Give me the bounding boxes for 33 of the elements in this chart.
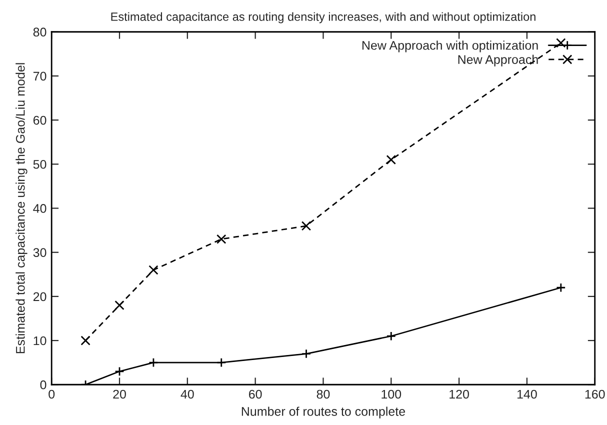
point bbox=[301, 221, 312, 231]
point bbox=[556, 282, 566, 292]
point bbox=[114, 366, 124, 376]
y-tick-label: 60 bbox=[33, 116, 46, 125]
y-tick-label: 50 bbox=[33, 160, 46, 169]
x-tick-label: 40 bbox=[180, 390, 194, 399]
y-tick-label: 40 bbox=[33, 204, 46, 213]
x-tick-label: 140 bbox=[517, 390, 537, 399]
x-tick-label: 100 bbox=[382, 390, 402, 399]
y-tick-label: 0 bbox=[40, 380, 46, 390]
x-tick-label: 20 bbox=[113, 390, 126, 399]
x-tick-label: 60 bbox=[249, 390, 262, 399]
point bbox=[148, 265, 158, 275]
point bbox=[148, 358, 158, 368]
x-tick-label: 0 bbox=[48, 390, 55, 399]
point bbox=[80, 336, 90, 346]
x-tick-label: 120 bbox=[450, 390, 469, 399]
y-tick-label: 70 bbox=[33, 72, 46, 81]
chart-title: Estimated capacitance as routing density increases, with and without optimization bbox=[111, 12, 536, 24]
y-tick-label: 30 bbox=[33, 248, 46, 257]
y-axis-title: Estimated total capacitance using the Gao/Liu model bbox=[16, 63, 28, 354]
point bbox=[216, 234, 226, 244]
x-tick-label: 160 bbox=[585, 390, 605, 399]
point bbox=[386, 331, 396, 341]
legend-label: New Approach bbox=[458, 54, 538, 66]
point bbox=[386, 154, 396, 165]
y-tick-label: 80 bbox=[33, 28, 46, 37]
point bbox=[114, 300, 124, 310]
legend-label: New Approach with optimization bbox=[362, 40, 538, 52]
x-axis-title: Number of routes to complete bbox=[242, 406, 406, 418]
y-tick-label: 10 bbox=[34, 336, 46, 346]
x-tick-label: 80 bbox=[316, 390, 330, 399]
y-tick-label: 20 bbox=[33, 292, 46, 302]
